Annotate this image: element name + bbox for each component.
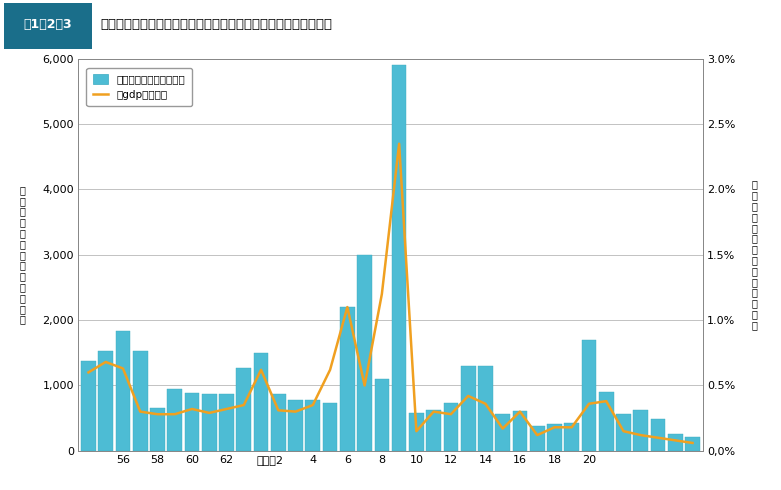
Bar bbox=[150, 408, 165, 451]
Bar bbox=[305, 400, 320, 451]
Bar bbox=[651, 419, 665, 451]
Bar bbox=[426, 410, 441, 451]
Bar bbox=[409, 413, 424, 451]
Bar bbox=[237, 368, 251, 451]
Y-axis label: 施
設
関
係
等
被
害
額
（
十
億
円
）: 施 設 関 係 等 被 害 額 （ 十 億 円 ） bbox=[20, 185, 26, 324]
Bar bbox=[478, 366, 493, 451]
Bar bbox=[81, 361, 96, 451]
Bar bbox=[219, 394, 234, 451]
Bar bbox=[202, 394, 216, 451]
Bar bbox=[254, 353, 269, 451]
Bar bbox=[616, 414, 631, 451]
Bar bbox=[461, 366, 476, 451]
Bar bbox=[685, 437, 700, 451]
Bar bbox=[633, 410, 648, 451]
Bar bbox=[133, 351, 148, 451]
Y-axis label: 国
民
総
生
産
に
対
す
る
比
率
（
％
）: 国 民 総 生 産 に 対 す る 比 率 （ ％ ） bbox=[752, 180, 758, 330]
Bar bbox=[184, 393, 199, 451]
Bar bbox=[98, 351, 113, 451]
Bar bbox=[323, 403, 337, 451]
Bar bbox=[668, 435, 683, 451]
Legend: 施設等被害額（十億円）, 対gdp比（％）: 施設等被害額（十億円）, 対gdp比（％） bbox=[87, 68, 191, 106]
FancyBboxPatch shape bbox=[4, 2, 92, 49]
Bar bbox=[392, 65, 406, 451]
Bar bbox=[495, 414, 510, 451]
Text: 施設関係等被害額及び同被害額の国民総生産に対する比率の推移: 施設関係等被害額及び同被害額の国民総生産に対する比率の推移 bbox=[100, 18, 332, 31]
Bar bbox=[357, 255, 372, 451]
Bar bbox=[599, 392, 614, 451]
Bar bbox=[547, 424, 562, 451]
Bar bbox=[530, 426, 544, 451]
Bar bbox=[288, 400, 303, 451]
Bar bbox=[512, 411, 527, 451]
Bar bbox=[116, 331, 130, 451]
Bar bbox=[167, 389, 182, 451]
Bar bbox=[582, 340, 597, 451]
Bar bbox=[340, 307, 355, 451]
Bar bbox=[565, 423, 579, 451]
Bar bbox=[375, 379, 389, 451]
Bar bbox=[271, 394, 286, 451]
Text: 図1－2－3: 図1－2－3 bbox=[23, 18, 73, 31]
Bar bbox=[444, 403, 458, 451]
